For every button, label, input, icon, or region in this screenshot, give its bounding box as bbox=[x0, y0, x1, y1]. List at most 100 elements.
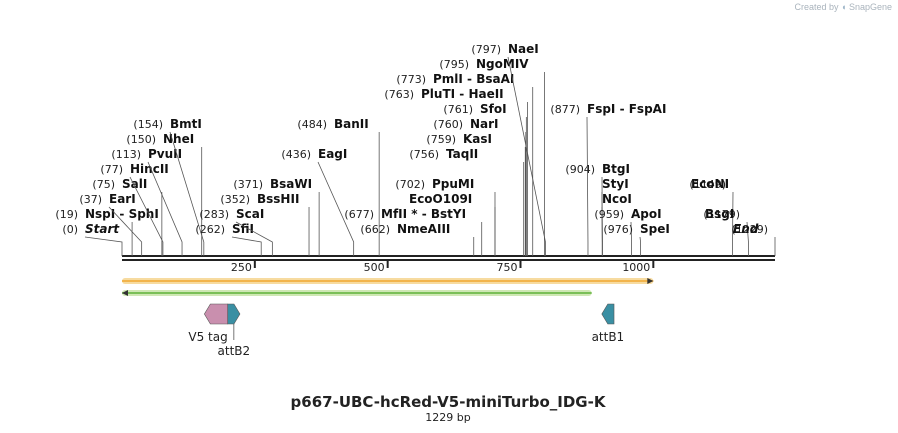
site-name: NcoI bbox=[602, 192, 632, 206]
site-start[interactable]: (0) Start bbox=[62, 222, 123, 256]
feature-label: V5 tag bbox=[188, 330, 227, 344]
site-eari[interactable]: (37) EarI bbox=[79, 192, 143, 256]
green-range[interactable] bbox=[122, 290, 592, 296]
site-name: SpeI bbox=[640, 222, 670, 236]
site-name: NgoMIV bbox=[476, 57, 529, 71]
site-eagi[interactable]: (436) EagI bbox=[281, 147, 355, 256]
site-sfoi[interactable]: (761) SfoI bbox=[443, 102, 527, 256]
orange-range[interactable] bbox=[122, 278, 654, 284]
site-spei[interactable]: (976) SpeI bbox=[603, 222, 670, 256]
site-leader-line bbox=[231, 236, 262, 256]
site-position: (773) bbox=[396, 73, 426, 86]
site-position: (756) bbox=[409, 148, 439, 161]
site-pvuii[interactable]: (113) PvuII bbox=[111, 147, 183, 256]
site-position: (371) bbox=[233, 178, 263, 191]
site-position: (877) bbox=[550, 103, 580, 116]
site-bsawi[interactable]: (371) BsaWI bbox=[233, 177, 320, 256]
site-banii[interactable]: (484) BanII bbox=[297, 117, 380, 256]
site-name: NheI bbox=[163, 132, 194, 146]
site-position: (662) bbox=[360, 223, 390, 236]
site-position: (702) bbox=[395, 178, 425, 191]
site-mfii-bstyi[interactable]: (677) MfII * - BstYI bbox=[344, 207, 483, 256]
ruler-tick-label: 500 bbox=[364, 261, 385, 274]
site-leader-line bbox=[129, 176, 164, 256]
site-pmli-bsaai[interactable]: (773) PmlI - BsaAI bbox=[396, 72, 534, 256]
site-hincii[interactable]: (77) HincII bbox=[100, 162, 169, 256]
feature-label: attB1 bbox=[592, 330, 625, 344]
site-apoi[interactable]: (959) ApoI bbox=[594, 207, 662, 256]
site-name: BmtI bbox=[170, 117, 202, 131]
site-pluti-haeii[interactable]: (763) PluTI - HaeII bbox=[384, 87, 528, 256]
site-name: EarI bbox=[109, 192, 136, 206]
site-name: ApoI bbox=[631, 207, 662, 221]
site-name: EagI bbox=[318, 147, 347, 161]
site-naei[interactable]: (797) NaeI bbox=[471, 42, 546, 256]
feature-attb1[interactable]: attB1 bbox=[592, 303, 625, 344]
site-ppumi[interactable]: (702) PpuMI bbox=[395, 177, 496, 256]
site-position: (797) bbox=[471, 43, 501, 56]
site-end[interactable]: (1229)End bbox=[731, 222, 776, 256]
site-position: (113) bbox=[111, 148, 141, 161]
site-position: (0) bbox=[62, 223, 78, 236]
site-name: End bbox=[733, 222, 759, 236]
site-taqii[interactable]: (756) TaqII bbox=[409, 147, 525, 256]
site-position: (959) bbox=[594, 208, 624, 221]
snapgene-logo-icon: ◖ bbox=[841, 2, 847, 12]
site-sali[interactable]: (75) SalI bbox=[92, 177, 163, 256]
site-name: PpuMI bbox=[432, 177, 474, 191]
site-econi[interactable]: (1149)EcoNI bbox=[689, 177, 734, 256]
site-position: (19) bbox=[55, 208, 78, 221]
site-bmti[interactable]: (154) BmtI bbox=[133, 117, 205, 256]
bp-ruler: 250 500 750 1000 bbox=[231, 260, 655, 274]
credit-prefix: Created by bbox=[794, 2, 839, 12]
site-name: FspI - FspAI bbox=[587, 102, 666, 116]
plasmid-name: p667-UBC-hcRed-V5-miniTurbo_IDG-K bbox=[291, 393, 607, 411]
site-leader-line bbox=[746, 221, 749, 256]
site-bsgi[interactable]: (1179)BsgI bbox=[703, 207, 749, 256]
site-name: HincII bbox=[130, 162, 169, 176]
site-position: (436) bbox=[281, 148, 311, 161]
site-scai[interactable]: (283) ScaI bbox=[199, 207, 273, 256]
site-name: BsgI bbox=[705, 207, 734, 221]
site-position: (484) bbox=[297, 118, 327, 131]
feature-v5-tag[interactable]: V5 tag bbox=[188, 303, 229, 344]
site-nhei[interactable]: (150) NheI bbox=[126, 132, 203, 256]
range-arrowhead-icon bbox=[647, 278, 654, 284]
site-position: (352) bbox=[220, 193, 250, 206]
site-nmeaiii[interactable]: (662) NmeAIII bbox=[360, 222, 475, 256]
site-btgi[interactable]: (904) BtgI bbox=[565, 162, 630, 256]
site-leader-line bbox=[732, 191, 734, 256]
site-name: TaqII bbox=[446, 147, 478, 161]
site-leader-line bbox=[235, 221, 273, 256]
site-name: BanII bbox=[334, 117, 369, 131]
snapgene-credit: Created by ◖ SnapGene bbox=[794, 2, 892, 12]
site-fspi-fspai[interactable]: (877) FspI - FspAI bbox=[550, 102, 666, 256]
site-ngomiv[interactable]: (795) NgoMIV bbox=[439, 57, 545, 256]
site-nari[interactable]: (760) NarI bbox=[433, 117, 527, 256]
site-kasi[interactable]: (759) KasI bbox=[426, 132, 526, 256]
site-position: (677) bbox=[344, 208, 374, 221]
site-leader-line bbox=[630, 221, 632, 256]
site-name: SfoI bbox=[480, 102, 507, 116]
site-position: (1149) bbox=[689, 178, 726, 191]
site-name: MfII * - BstYI bbox=[381, 207, 466, 221]
site-leader-line bbox=[169, 131, 205, 256]
site-position: (37) bbox=[79, 193, 102, 206]
site-name: BsaWI bbox=[270, 177, 312, 191]
site-position: (761) bbox=[443, 103, 473, 116]
feature-arrow bbox=[601, 303, 615, 325]
restriction-sites[interactable]: (0) Start(19) NspI - SphI(37) EarI(75) SalI(… bbox=[55, 42, 776, 256]
range-arrowhead-icon bbox=[122, 290, 128, 296]
site-leader-line bbox=[108, 206, 143, 256]
site-leader-line bbox=[639, 236, 641, 256]
feature-attb2[interactable]: attB2 bbox=[218, 303, 251, 358]
site-sfii[interactable]: (262) SfiI bbox=[195, 222, 262, 256]
site-bsshii[interactable]: (352) BssHII bbox=[220, 192, 310, 256]
site-name: NmeAIII bbox=[397, 222, 450, 236]
ruler-tick-label: 250 bbox=[231, 261, 252, 274]
site-name: StyI bbox=[602, 177, 629, 191]
site-nspi-sphi[interactable]: (19) NspI - SphI bbox=[55, 207, 159, 256]
site-name: KasI bbox=[463, 132, 492, 146]
primer-ranges[interactable] bbox=[122, 278, 654, 296]
